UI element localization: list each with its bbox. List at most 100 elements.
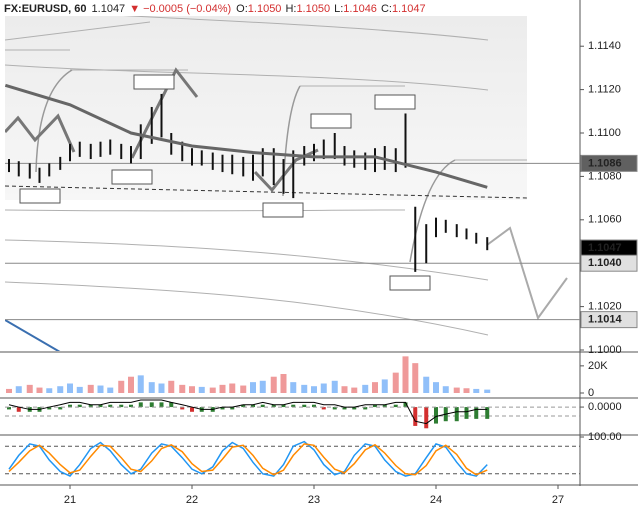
y-tick-label: 1.1060: [588, 214, 622, 226]
macd-bar: [138, 402, 143, 408]
volume-bar: [107, 387, 114, 393]
volume-bar: [209, 387, 216, 393]
x-tick-label: 27: [552, 494, 564, 506]
shaded-zone: [5, 16, 527, 200]
fan-arc: [35, 69, 73, 173]
volume-bar: [97, 385, 104, 393]
macd-bar: [98, 404, 103, 408]
volume-bar: [250, 382, 256, 393]
volume-bar: [36, 387, 43, 393]
volume-bar: [15, 386, 22, 393]
ohlc-key: H:: [285, 3, 296, 15]
volume-bar: [381, 379, 388, 393]
trend-line: [5, 185, 528, 199]
macd-bar: [260, 404, 265, 408]
volume-bar: [473, 388, 480, 393]
macd-bar: [454, 407, 459, 422]
macd-bar: [58, 407, 63, 410]
zigzag: [5, 113, 76, 153]
annotations: [19, 74, 431, 291]
ohlc-value: 1.1050: [248, 3, 282, 15]
channel-line: [5, 239, 489, 281]
volume-bar: [453, 387, 460, 393]
macd-bar: [352, 407, 357, 410]
x-tick-label: 22: [186, 494, 198, 506]
volume-bar: [6, 388, 12, 393]
macd-bar: [230, 407, 235, 410]
volume-bar: [148, 382, 155, 393]
y-tick-label: 1.1000: [588, 344, 622, 356]
channel-line: [5, 209, 406, 212]
y-tick-label: 1.1100: [588, 127, 621, 139]
price-tag: [580, 311, 638, 329]
volume-bar: [128, 376, 134, 393]
volume-bar: [351, 387, 358, 393]
moving-average: [4, 83, 488, 189]
price-tag-label: 1.1040: [588, 257, 622, 269]
zigzag: [130, 67, 199, 159]
volume-bar: [189, 386, 195, 393]
macd-bar: [180, 407, 185, 410]
volume-bar: [290, 382, 297, 393]
volume-bar: [87, 384, 94, 393]
drawing-line: [5, 319, 61, 351]
macd-bar: [312, 404, 316, 408]
volume-bar: [280, 374, 287, 393]
ohlc-key: O:: [236, 3, 248, 15]
price-tag-label: 1.1047: [588, 242, 622, 254]
drawings: [5, 16, 568, 351]
macd-bar: [129, 404, 133, 408]
channel-line: [5, 64, 489, 91]
fan-arc: [409, 159, 456, 263]
price-tag-label: 1.1014: [588, 314, 623, 326]
symbol: FX:EURUSD, 60: [4, 3, 87, 15]
volume-bar: [57, 386, 64, 393]
macd-bar: [464, 407, 469, 419]
macd-bar: [68, 404, 72, 408]
price-tag: [580, 254, 638, 272]
ohlc-value: 1.1046: [343, 3, 377, 15]
channel-line: [122, 16, 489, 41]
ohlc-key: C:: [381, 3, 392, 15]
macd-bar: [16, 407, 21, 412]
volume-bar: [76, 386, 83, 393]
volume-bar: [331, 380, 338, 393]
volume-bar: [158, 383, 165, 393]
macd-bar: [291, 404, 296, 408]
volume-bar: [463, 388, 470, 393]
volume-bar: [168, 380, 175, 393]
macd-bar: [474, 407, 479, 419]
y-tick-label: 1.1020: [588, 301, 622, 313]
volume-bar: [412, 363, 419, 393]
change: −0.0005 (−0.04%): [143, 3, 231, 15]
macd-bar: [220, 407, 225, 410]
volume-bar: [341, 386, 348, 393]
macd-bar: [393, 404, 398, 408]
volume-bar: [179, 384, 186, 393]
macd-bar: [149, 402, 154, 408]
volume-bar: [259, 380, 266, 393]
macd-bar: [88, 404, 93, 408]
channel-line: [5, 281, 489, 336]
macd-bar: [413, 407, 418, 426]
volume-bar: [362, 384, 369, 393]
macd-bar: [241, 404, 246, 408]
volume-bar: [240, 385, 247, 393]
x-tick-label: 23: [308, 494, 320, 506]
macd-bar: [321, 407, 326, 410]
stochastic-d: [8, 443, 488, 476]
y-tick-label: 1.1080: [588, 170, 622, 182]
ohlc-key: L:: [334, 3, 343, 15]
volume-bar: [392, 372, 399, 393]
y-tick-label: 0: [588, 387, 594, 399]
volume-bar: [433, 382, 439, 393]
y-tick-label: 100.00: [588, 431, 622, 443]
x-tick-label: 24: [430, 494, 442, 506]
volume-bar: [229, 383, 236, 393]
macd-bar: [159, 402, 164, 408]
macd-bar: [190, 407, 194, 412]
macd-bar: [7, 407, 11, 410]
drawing-line: [5, 21, 151, 41]
macd-bar: [271, 404, 276, 408]
